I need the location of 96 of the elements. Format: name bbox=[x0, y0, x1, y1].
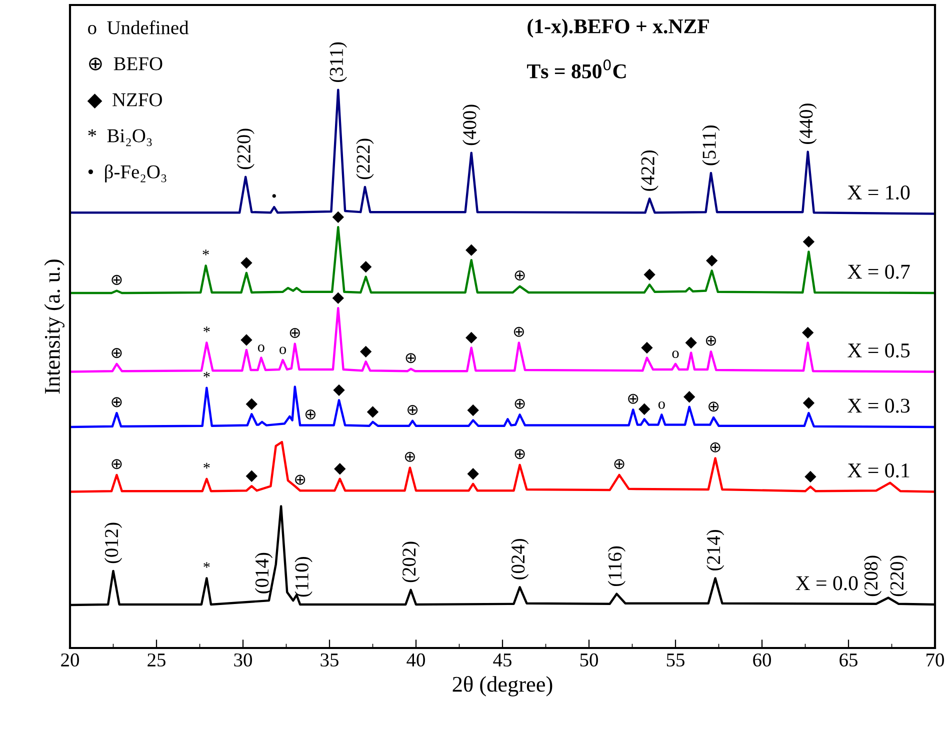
annotation: ◆ bbox=[332, 292, 344, 304]
annotation: ◆ bbox=[802, 397, 815, 409]
annotation: (220) bbox=[236, 128, 254, 170]
chart-title: (1-x).BEFO + x.NZF bbox=[528, 18, 709, 38]
annotation: ◆ bbox=[638, 403, 650, 416]
x-tick-label: 65 bbox=[840, 653, 858, 667]
annotation: (311) bbox=[329, 42, 347, 82]
annotation: (220) bbox=[890, 556, 908, 596]
annotation: ◆ bbox=[360, 260, 372, 273]
x-tick-label: 35 bbox=[320, 653, 338, 667]
annotation: ⊕ bbox=[305, 409, 316, 420]
annotation: (214) bbox=[706, 530, 724, 570]
x-axis-title: 2θ (degree) bbox=[452, 676, 552, 696]
annotation: ◆ bbox=[684, 391, 696, 403]
annotation: (202) bbox=[402, 542, 420, 582]
annotation: * bbox=[204, 372, 210, 378]
annotation: ⊕ bbox=[112, 459, 122, 470]
annotation: o bbox=[258, 344, 264, 352]
annotation: ◆ bbox=[802, 326, 814, 339]
annotation: (440) bbox=[799, 104, 817, 144]
annotation: ◆ bbox=[466, 332, 478, 344]
annotation: ◆ bbox=[246, 470, 258, 482]
annotation: ⊕ bbox=[290, 328, 300, 338]
annotation: ◆ bbox=[467, 468, 479, 480]
x-tick-label: 20 bbox=[61, 653, 79, 667]
annotation: ⊕ bbox=[112, 274, 122, 285]
chart-subtitle: Ts = 850$^{0}$C bbox=[527, 59, 626, 78]
annotation: ◆ bbox=[804, 470, 816, 483]
annotation: ⊕ bbox=[408, 404, 418, 416]
annotation: ⊕ bbox=[404, 452, 415, 462]
annotation: ◆ bbox=[802, 236, 815, 248]
annotation: ◆ bbox=[644, 268, 656, 280]
annotation: ◆ bbox=[366, 406, 379, 418]
annotation: ⊕ bbox=[112, 348, 122, 358]
annotation: ◆ bbox=[641, 342, 653, 354]
annotation: (511) bbox=[702, 126, 720, 166]
series-label: X = 0.3 bbox=[848, 398, 910, 413]
annotation: * bbox=[204, 562, 210, 568]
annotation: (422) bbox=[640, 150, 658, 191]
annotation: (014) bbox=[254, 552, 273, 594]
annotation: ◆ bbox=[466, 244, 478, 256]
annotation: ⊕ bbox=[295, 474, 306, 485]
annotation: ⊕ bbox=[514, 398, 525, 409]
annotation: (400) bbox=[462, 104, 480, 146]
annotation: o bbox=[658, 401, 665, 409]
annotation: (110) bbox=[294, 556, 312, 597]
annotation: * bbox=[204, 326, 210, 332]
annotation: ⊕ bbox=[514, 270, 525, 280]
x-tick-label: 50 bbox=[580, 653, 598, 667]
annotation: * bbox=[204, 462, 210, 468]
annotation: ◆ NZFO bbox=[87, 93, 162, 109]
annotation: ⊕ bbox=[710, 442, 720, 452]
annotation: ◆ bbox=[246, 398, 258, 410]
x-tick-label: 60 bbox=[753, 653, 771, 667]
series-label: X = 0.0 bbox=[796, 576, 858, 590]
annotation: ◆ bbox=[334, 463, 346, 475]
annotation: ◆ bbox=[240, 257, 252, 269]
series-label: X = 0.1 bbox=[848, 463, 910, 478]
annotation: ◆ bbox=[706, 254, 718, 267]
annotation: (208) bbox=[864, 556, 882, 596]
annotation: * bbox=[202, 250, 209, 256]
annotation: (116) bbox=[608, 546, 626, 586]
text: ⊕ BEFO bbox=[89, 57, 162, 70]
series-label: X = 1.0 bbox=[848, 185, 910, 200]
annotation: (222) bbox=[356, 138, 374, 180]
x-tick-label: 45 bbox=[493, 654, 512, 667]
annotation: ◆ bbox=[360, 346, 372, 358]
annotation: ⊕ bbox=[514, 449, 525, 460]
x-tick-label: 30 bbox=[234, 653, 252, 667]
annotation: * Bi₂O₃ bbox=[88, 129, 152, 146]
annotation: ◆ bbox=[467, 404, 479, 416]
series-label: X = 0.5 bbox=[848, 343, 910, 358]
annotation: ⊕ bbox=[112, 397, 122, 408]
annotation: ⊕ bbox=[706, 336, 716, 346]
annotation: o bbox=[280, 346, 286, 354]
annotation: ⊕ bbox=[628, 394, 638, 404]
annotation: ⊕ bbox=[708, 402, 719, 412]
annotation: ⊕ bbox=[514, 326, 524, 337]
annotation: (012) bbox=[104, 522, 122, 564]
annotation: (024) bbox=[510, 538, 529, 580]
annotation: ◆ bbox=[685, 336, 697, 349]
x-tick-label: 25 bbox=[148, 653, 166, 667]
annotation: ◆ bbox=[240, 334, 252, 346]
annotation: • β-Fe₂O₃ bbox=[88, 164, 166, 182]
annotation: o bbox=[672, 350, 679, 358]
text: o Undefined bbox=[88, 20, 189, 34]
y-axis-title: Intensity (a. u.) bbox=[44, 260, 64, 394]
annotation: ◆ bbox=[333, 384, 345, 396]
x-tick-label: 55 bbox=[666, 654, 684, 667]
annotation: ◆ bbox=[332, 211, 344, 223]
annotation: ⊕ bbox=[614, 459, 624, 470]
x-tick-label: 40 bbox=[406, 653, 425, 667]
series-label: X = 0.7 bbox=[848, 264, 910, 279]
annotation: • bbox=[272, 194, 276, 198]
x-tick-label: 70 bbox=[926, 653, 944, 667]
annotation: ⊕ bbox=[406, 353, 416, 364]
